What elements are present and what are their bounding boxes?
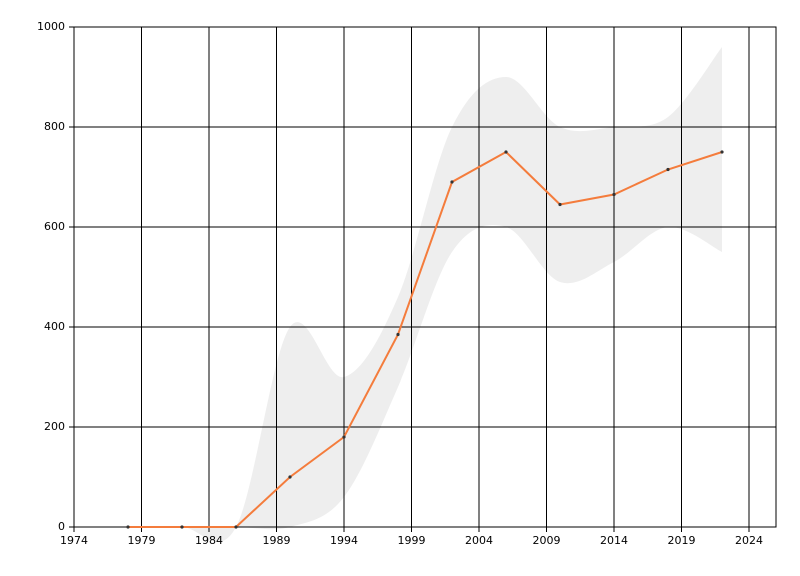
data-point: [612, 192, 616, 197]
x-tick-label: 1989: [263, 534, 291, 547]
x-tick-label: 2004: [465, 534, 493, 547]
data-point: [666, 167, 670, 172]
y-tick-label: 800: [44, 120, 65, 133]
x-tick-label: 1994: [330, 534, 358, 547]
data-point: [450, 180, 454, 184]
data-point: [504, 150, 508, 154]
data-point: [396, 332, 400, 337]
x-tick-label: 2024: [735, 534, 763, 547]
x-tick-label: 1974: [60, 534, 88, 547]
x-tick-label: 1984: [195, 534, 223, 547]
x-tick-label: 1979: [128, 534, 156, 547]
x-tick-label: 2014: [600, 534, 628, 547]
data-point: [126, 525, 130, 529]
y-tick-label: 600: [44, 220, 65, 233]
y-tick-label: 400: [44, 320, 65, 333]
confidence-band: [128, 47, 722, 542]
data-line: [128, 150, 723, 528]
x-tick-label: 2019: [668, 534, 696, 547]
data-point: [180, 525, 184, 529]
data-point: [558, 202, 562, 207]
y-tick-label: 1000: [37, 20, 65, 33]
data-point: [720, 150, 724, 154]
x-tick-label: 1999: [398, 534, 426, 547]
data-point: [288, 475, 292, 479]
y-tick-label: 0: [58, 520, 65, 533]
data-point: [342, 435, 346, 439]
x-tick-label: 2009: [533, 534, 561, 547]
y-tick-label: 200: [44, 420, 65, 433]
data-point: [234, 525, 238, 529]
